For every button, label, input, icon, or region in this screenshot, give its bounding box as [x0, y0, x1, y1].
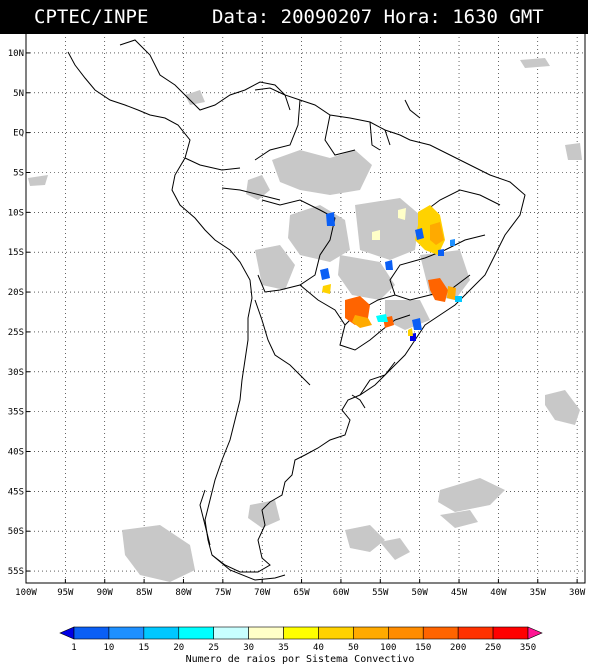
legend-swatch [492, 626, 529, 640]
lat-label: 35S [8, 408, 24, 418]
legend-tick: 200 [450, 643, 466, 653]
lat-label: 55S [8, 567, 24, 577]
lon-label: 90W [97, 588, 114, 598]
title-bar: CPTEC/INPE Data: 20090207 Hora: 1630 GMT [0, 0, 588, 34]
legend-swatch [527, 626, 543, 640]
legend-tick: 40 [313, 643, 324, 653]
lat-label: 10S [8, 208, 24, 218]
lat-label: 50S [8, 527, 24, 537]
latitude-labels: 10N 5N EQ 5S 10S 15S 20S 25S 30S 35S 40S 45S 50S 55S [8, 49, 24, 577]
legend-tick: 100 [380, 643, 396, 653]
lon-label: 65W [293, 588, 310, 598]
legend-tick: 25 [208, 643, 219, 653]
lat-label: 25S [8, 328, 24, 338]
lon-label: 35W [530, 588, 547, 598]
legend-swatch [318, 626, 354, 640]
legend-swatch [422, 626, 459, 640]
legend-tick: 10 [104, 643, 115, 653]
legend-swatch [59, 626, 75, 640]
lon-label: 85W [136, 588, 153, 598]
lat-label: 40S [8, 447, 24, 457]
legend-tick: 250 [485, 643, 501, 653]
lon-label: 45W [451, 588, 468, 598]
legend-swatch [213, 626, 249, 640]
legend-swatch [248, 626, 284, 640]
legend-swatch [178, 626, 214, 640]
lat-label: 20S [8, 288, 24, 298]
longitude-labels: 100W 95W 90W 85W 80W 75W 70W 65W 60W 55W 50W 45W 40W… [15, 588, 586, 598]
legend-swatch [73, 626, 110, 640]
lon-label: 100W [15, 588, 37, 598]
legend-tick: 350 [520, 643, 536, 653]
lon-label: 75W [215, 588, 232, 598]
lat-label: 10N [8, 49, 24, 59]
legend-tick: 30 [243, 643, 254, 653]
lat-label: 5S [13, 168, 24, 178]
legend-swatch [283, 626, 319, 640]
lat-label: 15S [8, 248, 24, 258]
legend-tick-labels: 1 10 15 20 25 30 35 40 50 100 150 200 250 350 [71, 643, 536, 653]
agency-title: CPTEC/INPE [34, 6, 149, 28]
legend-tick: 20 [173, 643, 184, 653]
legend-swatch [143, 626, 180, 640]
lat-label: 30S [8, 368, 24, 378]
legend-label: Numero de raios por Sistema Convectivo [185, 654, 415, 665]
lon-label: 60W [333, 588, 350, 598]
legend-tick: 35 [278, 643, 289, 653]
lon-label: 70W [254, 588, 271, 598]
lat-label: EQ [13, 129, 24, 139]
legend-swatch [457, 626, 494, 640]
legend-swatch [353, 626, 389, 640]
lon-label: 40W [490, 588, 507, 598]
legend-tick: 15 [138, 643, 149, 653]
lon-label: 30W [569, 588, 586, 598]
lat-label: 5N [13, 89, 24, 99]
date-time-title: Data: 20090207 Hora: 1630 GMT [212, 6, 544, 28]
legend-colorbar [59, 626, 543, 640]
legend-swatch [388, 626, 424, 640]
lon-label: 55W [372, 588, 389, 598]
lon-label: 95W [57, 588, 74, 598]
legend-tick: 50 [348, 643, 359, 653]
legend-tick: 1 [71, 643, 76, 653]
lat-label: 45S [8, 487, 24, 497]
lightning-systems [320, 205, 462, 341]
legend-swatch [108, 626, 145, 640]
lon-label: 80W [175, 588, 192, 598]
legend-tick: 150 [415, 643, 431, 653]
lon-label: 50W [412, 588, 429, 598]
